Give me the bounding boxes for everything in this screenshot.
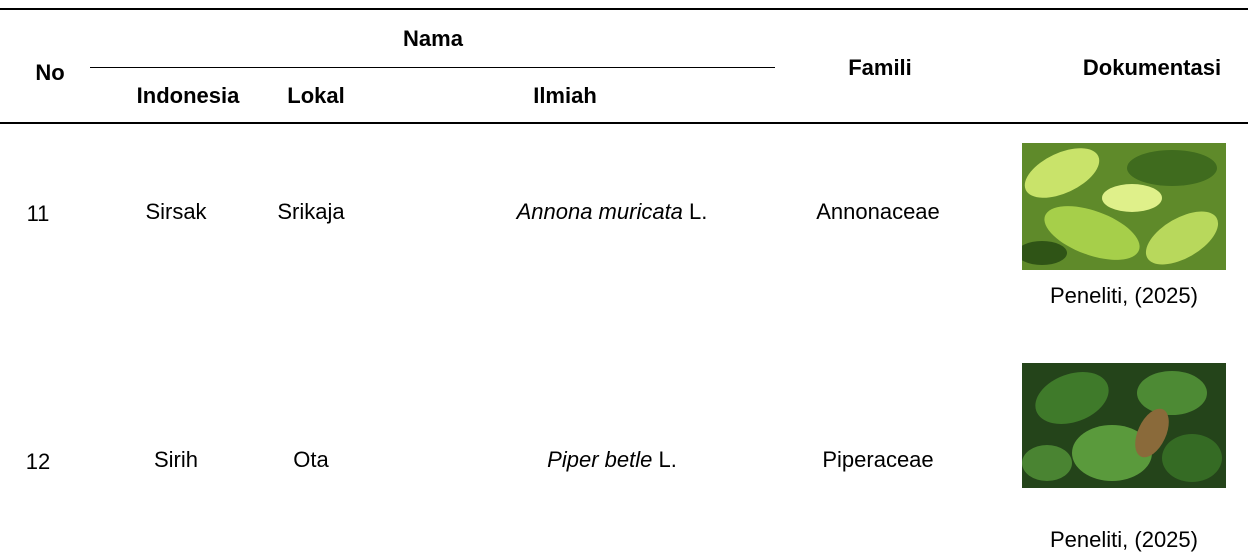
scientific-name: Annona muricata — [516, 199, 683, 224]
cell: Sirih — [153, 447, 199, 472]
cell: 12 — [25, 449, 51, 474]
cell: Annonaceae — [816, 199, 940, 224]
author: L. — [658, 447, 677, 472]
header-cell: Nama — [403, 26, 463, 51]
cell: Ota — [293, 447, 329, 472]
top-rule — [0, 8, 1248, 10]
cell: Sirsak — [145, 199, 207, 224]
header-cell: No — [35, 60, 65, 85]
cell: Srikaja — [277, 199, 345, 224]
scientific-name: Piper betle — [547, 447, 653, 472]
photo — [1022, 363, 1226, 488]
header-cell: Lokal — [287, 83, 345, 108]
header-cell: Ilmiah — [533, 83, 597, 108]
photo — [1022, 143, 1226, 270]
cell: 11 — [26, 201, 50, 226]
header-cell: Famili — [848, 55, 912, 80]
header-rule — [0, 122, 1248, 124]
author: L. — [689, 199, 708, 224]
caption: Peneliti, (2025) — [1050, 527, 1198, 552]
header-cell: Dokumentasi — [1082, 55, 1222, 80]
nama-rule — [90, 67, 775, 68]
cell: Piperaceae — [822, 447, 934, 472]
header-cell: Indonesia — [136, 83, 240, 108]
cell: Annona muricata L. — [517, 199, 708, 225]
cell: Piper betle L. — [547, 447, 677, 473]
caption: Peneliti, (2025) — [1050, 283, 1198, 308]
